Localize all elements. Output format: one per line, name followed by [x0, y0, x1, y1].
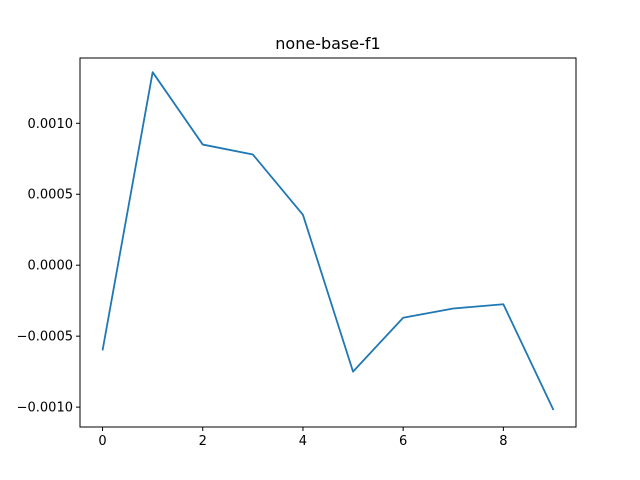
chart-title: none-base-f1	[275, 34, 380, 53]
x-tick-label: 0	[98, 434, 106, 449]
x-tick-label: 4	[299, 434, 307, 449]
series-line	[101, 71, 555, 411]
plot-area	[101, 71, 555, 411]
y-axis: −0.0010 −0.0005 0.0000 0.0005 0.0010	[17, 117, 80, 416]
y-tick-label: 0.0010	[28, 117, 74, 132]
y-tick-label: −0.0010	[17, 401, 73, 416]
x-tick-label: 2	[199, 434, 207, 449]
y-tick-label: −0.0005	[17, 330, 73, 345]
x-tick-label: 8	[499, 434, 507, 449]
x-axis: 0 2 4 6 8	[98, 427, 507, 449]
x-tick-label: 6	[399, 434, 407, 449]
axes-frame	[79, 57, 577, 428]
y-tick-label: 0.0000	[28, 259, 74, 274]
y-tick-label: 0.0005	[28, 188, 74, 203]
